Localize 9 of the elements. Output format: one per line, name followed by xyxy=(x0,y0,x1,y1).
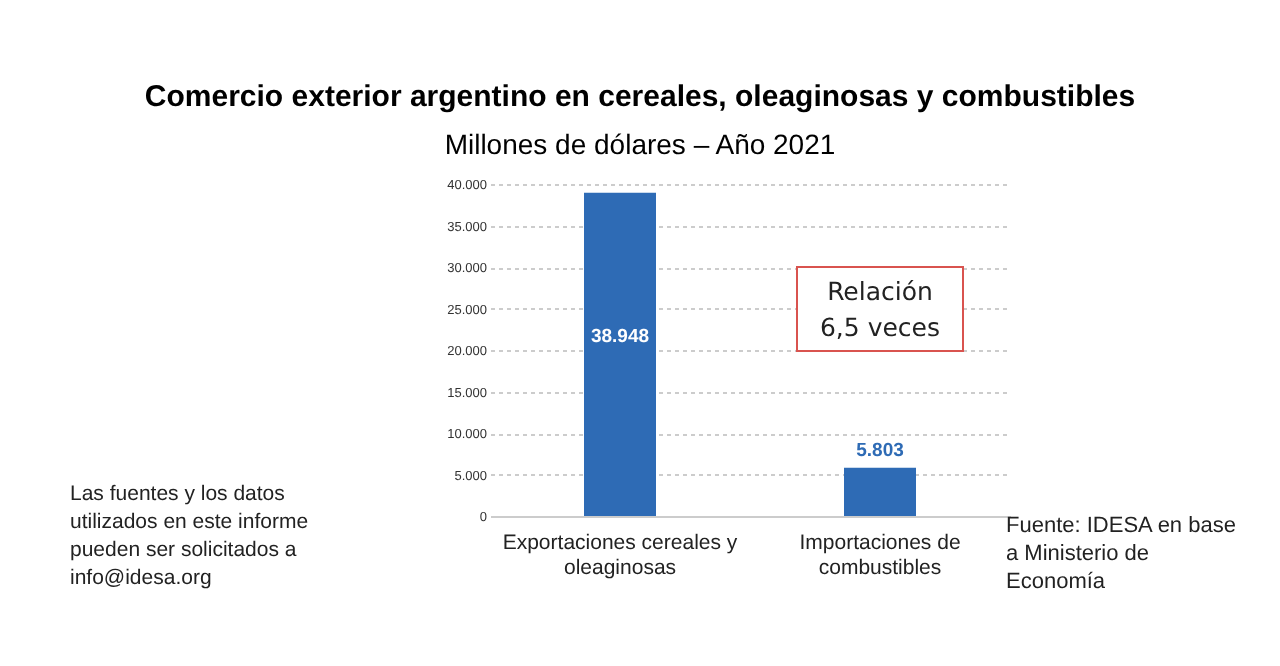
data-label: 5.803 xyxy=(856,439,904,462)
chart-subtitle: Millones de dólares – Año 2021 xyxy=(442,128,838,160)
annotation: Relación 6,5 veces xyxy=(796,266,964,352)
chart-title: Comercio exterior argentino en cereales, oleaginosas y combustibles xyxy=(142,80,1138,114)
x-tick-label: Exportaciones cereales y oleaginosas xyxy=(502,531,739,580)
text: Las fuentes y los datos utilizados en este informe pueden ser solicitados a info@idesa.org xyxy=(70,480,311,592)
data-label: 38.948 xyxy=(590,326,650,349)
annotation: Fuente: IDESA en base a Ministerio de Economía xyxy=(1006,512,1238,596)
x-tick-label: Importaciones de combustibles xyxy=(799,531,961,580)
